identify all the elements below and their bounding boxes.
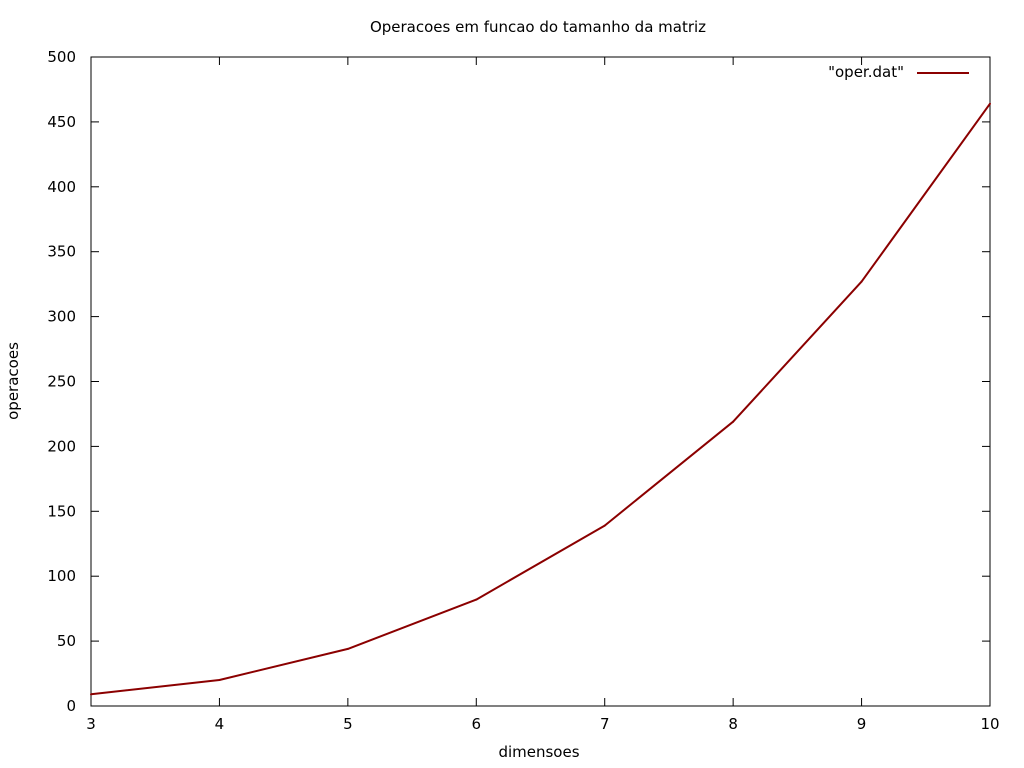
y-tick-label: 150 — [47, 502, 76, 520]
y-tick-label: 0 — [66, 697, 76, 715]
legend-label: "oper.dat" — [828, 63, 904, 81]
x-axis: 3 4 5 6 7 8 9 10 — [86, 57, 1000, 733]
y-tick-label: 450 — [47, 113, 76, 131]
y-axis: 0 50 100 150 200 250 300 350 400 450 500 — [47, 48, 990, 715]
x-tick-label: 5 — [343, 715, 353, 733]
legend: "oper.dat" — [828, 63, 969, 81]
x-axis-label: dimensoes — [498, 743, 579, 761]
y-tick-label: 350 — [47, 243, 76, 261]
data-point — [475, 598, 478, 601]
y-tick-label: 100 — [47, 567, 76, 585]
x-tick-label: 6 — [472, 715, 482, 733]
chart-title: Operacoes em funcao do tamanho da matriz — [370, 18, 706, 36]
y-tick-label: 50 — [57, 632, 76, 650]
data-point — [346, 647, 349, 650]
data-point — [603, 524, 606, 527]
data-point — [732, 420, 735, 423]
plot-frame — [90, 56, 991, 707]
y-tick-label: 200 — [47, 437, 76, 455]
x-tick-label: 10 — [980, 715, 999, 733]
x-tick-label: 8 — [728, 715, 738, 733]
x-tick-label: 7 — [600, 715, 610, 733]
plot-border — [90, 56, 991, 707]
data-point — [90, 693, 92, 696]
y-tick-label: 300 — [47, 308, 76, 326]
data-point — [989, 102, 991, 105]
x-tick-label: 9 — [857, 715, 867, 733]
data-point — [860, 280, 863, 283]
y-axis-label: operacoes — [4, 342, 22, 420]
x-tick-label: 3 — [86, 715, 96, 733]
y-tick-label: 250 — [47, 373, 76, 391]
data-point — [218, 679, 221, 682]
series-line-0 — [90, 103, 991, 696]
x-tick-label: 4 — [215, 715, 225, 733]
y-tick-label: 400 — [47, 178, 76, 196]
y-tick-label: 500 — [47, 48, 76, 66]
series-layer — [90, 102, 991, 696]
